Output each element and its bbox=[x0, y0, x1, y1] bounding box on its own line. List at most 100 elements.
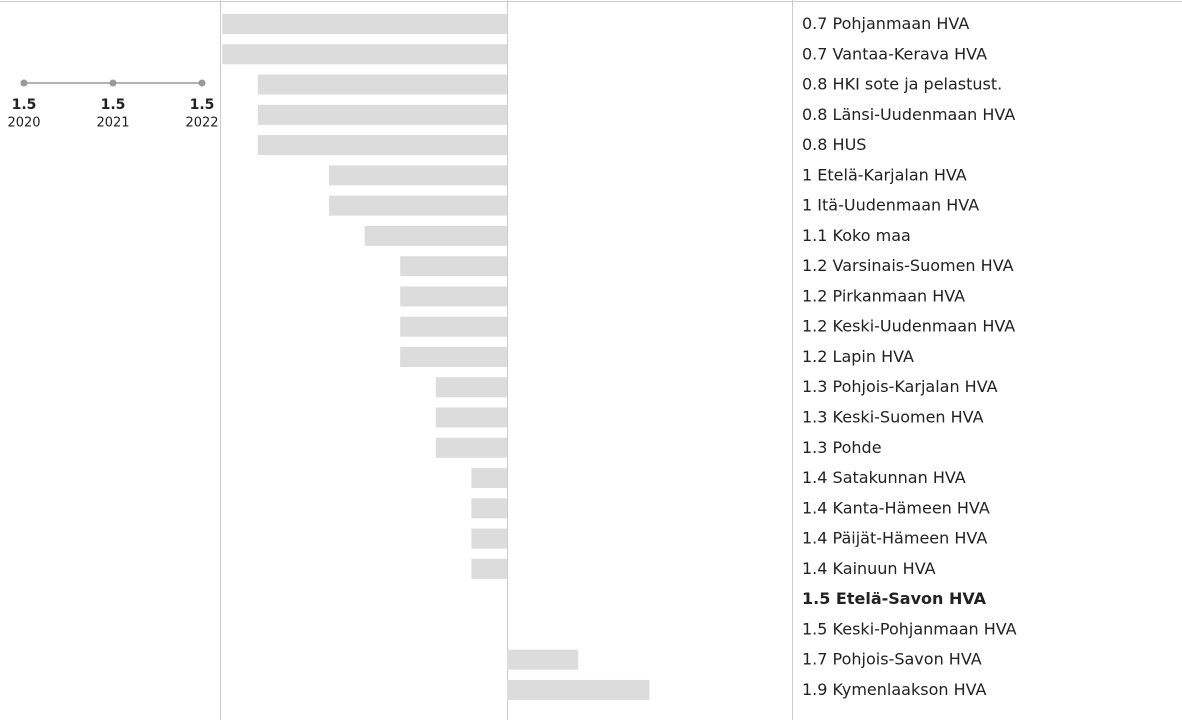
bar bbox=[222, 14, 507, 34]
row-value: 1.7 bbox=[802, 649, 827, 668]
sparkline-year: 2020 bbox=[7, 116, 40, 131]
bar bbox=[507, 649, 579, 670]
row-label: 1 Etelä-Karjalan HVA bbox=[802, 165, 967, 184]
row-label: 1.5 Keski-Pohjanmaan HVA bbox=[802, 619, 1017, 638]
sparkline-year: 2021 bbox=[96, 116, 129, 131]
row-name: Pohde bbox=[833, 437, 882, 456]
bar bbox=[400, 256, 507, 277]
sparkline-value: 1.5 bbox=[101, 97, 126, 113]
row-name: Koko maa bbox=[833, 225, 911, 244]
row-value: 1.9 bbox=[802, 679, 827, 698]
row-value: 1 bbox=[802, 165, 812, 184]
sparkline-value: 1.5 bbox=[190, 97, 215, 113]
bar bbox=[471, 558, 507, 579]
row-label: 0.7 Pohjanmaan HVA bbox=[802, 14, 969, 33]
row-name: Etelä-Savon HVA bbox=[836, 589, 987, 608]
bar bbox=[257, 74, 507, 95]
row-name: Etelä-Karjalan HVA bbox=[817, 165, 967, 184]
row-label: 0.8 HUS bbox=[802, 135, 866, 154]
bar bbox=[400, 316, 507, 337]
row-label: 1 Itä-Uudenmaan HVA bbox=[802, 195, 979, 214]
row-name: Pohjois-Karjalan HVA bbox=[833, 377, 998, 396]
row-label: 1.2 Pirkanmaan HVA bbox=[802, 286, 965, 305]
bar bbox=[400, 286, 507, 307]
sparkline-year: 2022 bbox=[185, 116, 218, 131]
row-value: 1.5 bbox=[802, 619, 827, 638]
row-name: Keski-Suomen HVA bbox=[833, 407, 984, 426]
row-name: Päijät-Hämeen HVA bbox=[833, 528, 988, 547]
row-label: 1.2 Varsinais-Suomen HVA bbox=[802, 256, 1014, 275]
row-value: 0.7 bbox=[802, 44, 827, 63]
row-name: HKI sote ja pelastust. bbox=[833, 74, 1003, 93]
bar bbox=[435, 437, 507, 458]
row-name: Satakunnan HVA bbox=[833, 468, 966, 487]
row-name: Länsi-Uudenmaan HVA bbox=[833, 104, 1016, 123]
row-value: 1.4 bbox=[802, 528, 827, 547]
bar bbox=[329, 195, 507, 216]
bar bbox=[257, 104, 507, 125]
row-label: 0.8 Länsi-Uudenmaan HVA bbox=[802, 104, 1015, 123]
row-label: 1.4 Satakunnan HVA bbox=[802, 468, 966, 487]
sparkline-point bbox=[198, 79, 206, 87]
sparkline-point bbox=[109, 79, 117, 87]
bar bbox=[257, 135, 507, 156]
bar bbox=[471, 468, 507, 489]
row-value: 1.3 bbox=[802, 407, 827, 426]
row-label: 1.3 Keski-Suomen HVA bbox=[802, 407, 984, 426]
bar bbox=[364, 225, 507, 246]
row-value: 1.2 bbox=[802, 286, 827, 305]
row-name: Vantaa-Kerava HVA bbox=[833, 44, 988, 63]
row-name: Keski-Pohjanmaan HVA bbox=[833, 619, 1017, 638]
row-value: 1.3 bbox=[802, 377, 827, 396]
row-name: Kainuun HVA bbox=[833, 558, 936, 577]
row-name: Itä-Uudenmaan HVA bbox=[817, 195, 979, 214]
sparkline-point bbox=[20, 79, 28, 87]
row-label: 1.9 Kymenlaakson HVA bbox=[802, 679, 987, 698]
bar bbox=[435, 377, 507, 398]
row-label: 1.3 Pohde bbox=[802, 437, 882, 456]
row-value: 0.8 bbox=[802, 74, 827, 93]
row-value: 1.2 bbox=[802, 316, 827, 335]
row-name: Keski-Uudenmaan HVA bbox=[833, 316, 1016, 335]
row-value: 1.2 bbox=[802, 346, 827, 365]
row-name: Pirkanmaan HVA bbox=[833, 286, 966, 305]
row-label: 1.4 Kainuun HVA bbox=[802, 558, 936, 577]
bar bbox=[329, 165, 507, 186]
row-label: 1.2 Lapin HVA bbox=[802, 346, 914, 365]
row-value: 1 bbox=[802, 195, 812, 214]
row-value: 0.8 bbox=[802, 104, 827, 123]
row-label: 1.4 Kanta-Hämeen HVA bbox=[802, 498, 990, 517]
bar bbox=[222, 44, 507, 65]
row-label: 1.7 Pohjois-Savon HVA bbox=[802, 649, 982, 668]
row-label: 0.7 Vantaa-Kerava HVA bbox=[802, 44, 987, 63]
row-label: 1.1 Koko maa bbox=[802, 225, 911, 244]
row-value: 0.7 bbox=[802, 14, 827, 33]
row-value: 0.8 bbox=[802, 135, 827, 154]
row-label: 1.5 Etelä-Savon HVA bbox=[802, 589, 987, 608]
row-value: 1.2 bbox=[802, 256, 827, 275]
row-name: Kanta-Hämeen HVA bbox=[833, 498, 990, 517]
bar bbox=[471, 528, 507, 549]
bar bbox=[507, 679, 650, 700]
bar bbox=[400, 346, 507, 367]
row-label: 1.2 Keski-Uudenmaan HVA bbox=[802, 316, 1015, 335]
row-label: 0.8 HKI sote ja pelastust. bbox=[802, 74, 1002, 93]
row-value: 1.4 bbox=[802, 498, 827, 517]
row-name: Kymenlaakson HVA bbox=[833, 679, 987, 698]
row-value: 1.3 bbox=[802, 437, 827, 456]
sparkline-value: 1.5 bbox=[12, 97, 37, 113]
row-value: 1.5 bbox=[802, 589, 830, 608]
row-label: 1.4 Päijät-Hämeen HVA bbox=[802, 528, 987, 547]
row-name: Pohjanmaan HVA bbox=[833, 14, 970, 33]
row-value: 1.4 bbox=[802, 468, 827, 487]
row-value: 1.1 bbox=[802, 225, 827, 244]
row-value: 1.4 bbox=[802, 558, 827, 577]
row-label: 1.3 Pohjois-Karjalan HVA bbox=[802, 377, 998, 396]
row-name: Pohjois-Savon HVA bbox=[833, 649, 982, 668]
bar bbox=[435, 407, 507, 428]
row-name: Varsinais-Suomen HVA bbox=[833, 256, 1014, 275]
bar bbox=[471, 498, 507, 519]
row-name: HUS bbox=[833, 135, 867, 154]
row-name: Lapin HVA bbox=[833, 346, 915, 365]
